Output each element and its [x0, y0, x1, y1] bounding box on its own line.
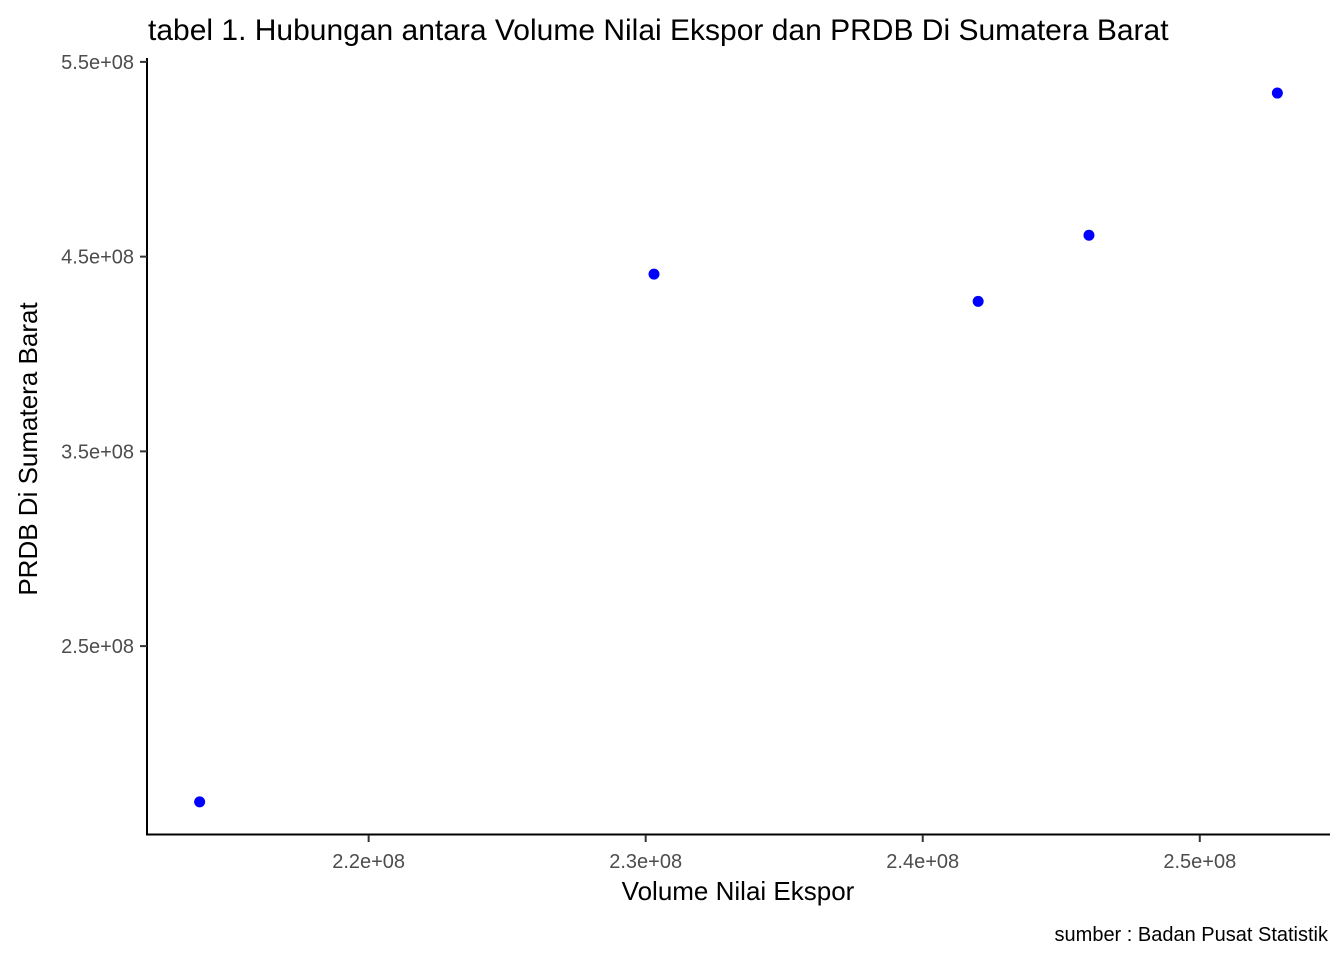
data-points [194, 87, 1283, 808]
chart-caption: sumber : Badan Pusat Statistik [1055, 924, 1329, 946]
y-tick-label: 2.5e+08 [61, 636, 134, 658]
plot-area: 2.2e+08 2.3e+08 2.4e+08 2.5e+08 2.5e+08 3.5e… [61, 52, 1330, 873]
y-tick-label: 5.5e+08 [61, 52, 134, 74]
scatter-point [1271, 87, 1283, 99]
scatter-point [194, 796, 206, 808]
y-tick-label: 4.5e+08 [61, 247, 134, 269]
x-tick-label: 2.3e+08 [609, 851, 682, 873]
x-tick-label: 2.4e+08 [886, 851, 959, 873]
x-axis-ticks: 2.2e+08 2.3e+08 2.4e+08 2.5e+08 [332, 835, 1236, 873]
x-axis-title: Volume Nilai Ekspor [622, 876, 855, 906]
scatter-point [648, 268, 660, 280]
y-axis-title: PRDB Di Sumatera Barat [13, 302, 43, 596]
y-axis-ticks: 2.5e+08 3.5e+08 4.5e+08 5.5e+08 [61, 52, 147, 658]
scatter-point [1083, 229, 1095, 241]
scatter-point [972, 295, 984, 307]
x-tick-label: 2.5e+08 [1163, 851, 1236, 873]
y-tick-label: 3.5e+08 [61, 441, 134, 463]
x-tick-label: 2.2e+08 [332, 851, 405, 873]
chart-title: tabel 1. Hubungan antara Volume Nilai Ek… [148, 14, 1169, 47]
